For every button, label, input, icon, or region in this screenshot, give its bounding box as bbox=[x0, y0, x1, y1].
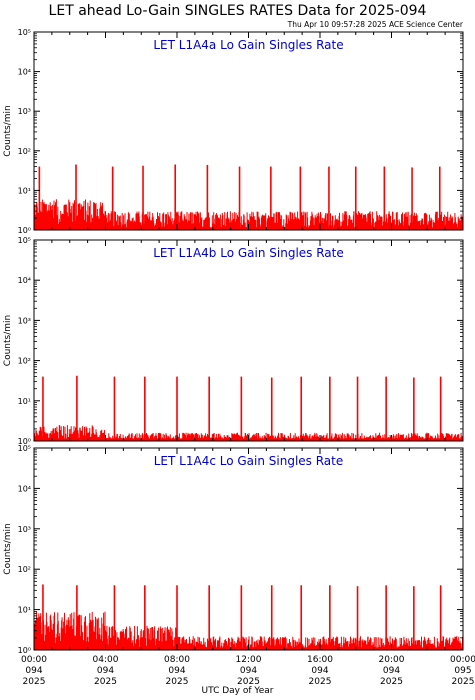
plot-frame-2 bbox=[33, 239, 464, 442]
x-tick-label: 2025 bbox=[94, 677, 117, 687]
y-tick-label: 10¹ bbox=[18, 606, 31, 615]
x-tick-label: 00:00 bbox=[450, 655, 475, 665]
y-tick-label: 10² bbox=[18, 565, 31, 574]
x-tick-label: 094 bbox=[311, 666, 328, 676]
x-axis-label: UTC Day of Year bbox=[201, 686, 274, 696]
page-title: LET ahead Lo-Gain SINGLES RATES Data for… bbox=[48, 3, 427, 19]
y-tick-label: 10⁴ bbox=[18, 276, 31, 285]
x-tick-label: 2025 bbox=[166, 677, 189, 687]
y-tick-label: 10⁰ bbox=[18, 437, 31, 446]
x-tick-label: 00:00 bbox=[21, 655, 47, 665]
x-tick-label: 12:00 bbox=[236, 655, 262, 665]
y-tick-label: 10⁵ bbox=[18, 236, 31, 245]
y-tick-label: 10⁵ bbox=[18, 444, 31, 453]
panel-title-2: LET L1A4b Lo Gain Singles Rate bbox=[153, 246, 344, 260]
y-axis-label: Counts/min bbox=[3, 315, 13, 366]
x-tick-label: 2025 bbox=[237, 677, 260, 687]
x-tick-label: 2025 bbox=[380, 677, 403, 687]
x-tick-label: 16:00 bbox=[307, 655, 333, 665]
y-tick-label: 10⁴ bbox=[18, 484, 31, 493]
y-tick-label: 10³ bbox=[18, 525, 31, 534]
x-tick-label: 094 bbox=[240, 666, 257, 676]
y-tick-label: 10² bbox=[18, 357, 31, 366]
x-tick-label: 094 bbox=[97, 666, 114, 676]
x-tick-label: 095 bbox=[454, 666, 471, 676]
x-tick-label: 20:00 bbox=[379, 655, 405, 665]
y-axis-label: Counts/min bbox=[3, 105, 13, 156]
y-tick-label: 10¹ bbox=[18, 397, 31, 406]
x-tick-label: 04:00 bbox=[93, 655, 119, 665]
x-tick-label: 094 bbox=[383, 666, 400, 676]
y-tick-label: 10¹ bbox=[18, 186, 31, 195]
y-tick-label: 10³ bbox=[18, 316, 31, 325]
generation-timestamp: Thu Apr 10 09:57:28 2025 ACE Science Cen… bbox=[287, 20, 463, 29]
y-tick-label: 10³ bbox=[18, 107, 31, 116]
y-axis-label: Counts/min bbox=[3, 523, 13, 574]
x-tick-label: 2025 bbox=[309, 677, 332, 687]
y-tick-label: 10⁰ bbox=[18, 226, 31, 235]
x-tick-label: 094 bbox=[168, 666, 185, 676]
x-tick-label: 2025 bbox=[452, 677, 475, 687]
plot-frame-1 bbox=[33, 31, 464, 231]
panel-title-1: LET L1A4a Lo Gain Singles Rate bbox=[153, 38, 343, 52]
x-tick-label: 2025 bbox=[23, 677, 46, 687]
y-tick-label: 10² bbox=[18, 147, 31, 156]
x-tick-label: 094 bbox=[25, 666, 42, 676]
y-tick-label: 10⁵ bbox=[18, 28, 31, 37]
y-tick-label: 10⁴ bbox=[18, 68, 31, 77]
y-tick-label: 10⁰ bbox=[18, 646, 31, 655]
x-tick-label: 08:00 bbox=[164, 655, 190, 665]
panel-title-3: LET L1A4c Lo Gain Singles Rate bbox=[154, 454, 344, 468]
